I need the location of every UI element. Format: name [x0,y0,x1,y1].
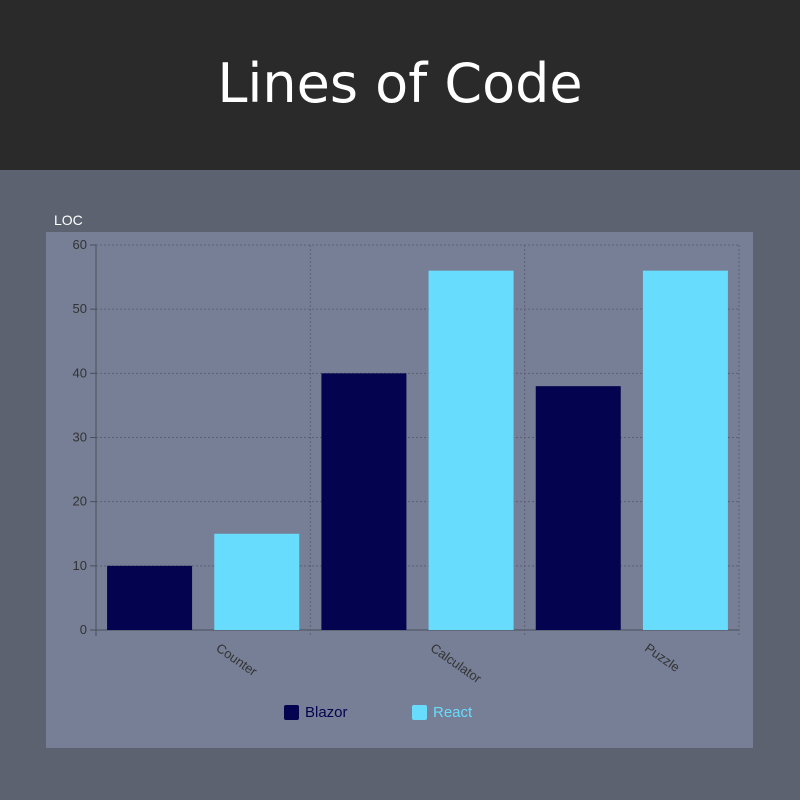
y-tick-label: 20 [73,494,87,509]
header-bar: Lines of Code [0,0,800,170]
legend-swatch-react [412,705,427,720]
y-tick-label: 60 [73,237,87,252]
x-tick-label: Puzzle [642,640,683,675]
legend-item-blazor[interactable]: Blazor [284,704,348,721]
bar-blazor-calculator [321,373,407,630]
bar-blazor-puzzle [535,386,621,630]
y-axis-label: LOC [54,212,83,228]
bar-blazor-counter [107,565,193,630]
legend-item-react[interactable]: React [412,704,472,721]
y-tick-label: 50 [73,301,87,316]
y-tick-label: 40 [73,365,87,380]
bar-chart: 0 10 20 30 40 50 60 Counter Calculator Puzzle [73,237,740,686]
y-tick-label: 10 [73,558,87,573]
bar-react-calculator [428,270,514,630]
legend-label-blazor: Blazor [305,704,348,721]
legend-swatch-blazor [284,705,299,720]
y-tick-label: 30 [73,430,87,445]
page-title: Lines of Code [217,51,583,115]
chart-area: 0 10 20 30 40 50 60 Counter Calculator Puzzle Bla… [46,232,753,748]
chart-legend: Blazor React [46,704,753,728]
bar-react-puzzle [642,270,728,630]
legend-label-react: React [433,704,473,721]
bar-react-counter [214,533,300,630]
y-tick-label: 0 [80,622,87,637]
x-tick-label: Calculator [428,640,485,686]
x-tick-label: Counter [213,640,260,679]
